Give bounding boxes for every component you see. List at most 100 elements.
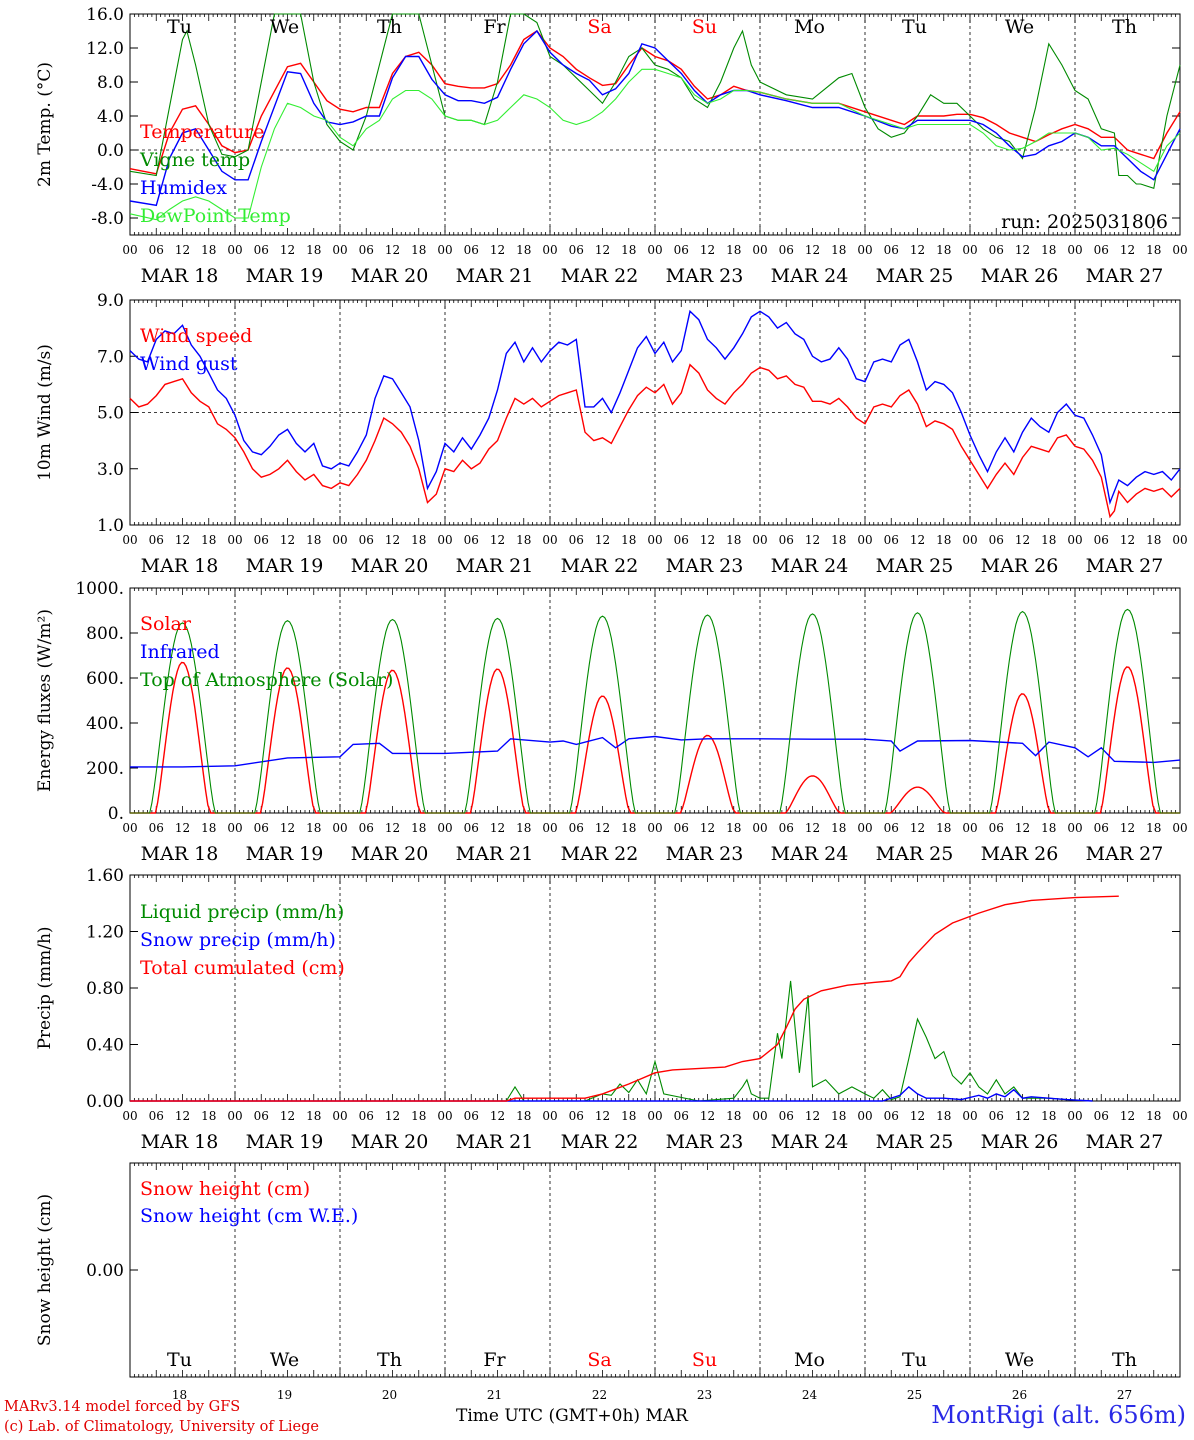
hour-tick-label: 00 <box>1172 821 1187 835</box>
y-tick-label: 0. <box>108 804 124 824</box>
weekday-label: Sa <box>587 16 611 38</box>
series-line-humidex <box>129 29 1181 207</box>
y-tick-label: 0.00 <box>86 1261 124 1281</box>
hour-tick-label: 00 <box>122 821 137 835</box>
hour-tick-label: 18 <box>411 821 426 835</box>
legend-entry: Top of Atmosphere (Solar) <box>140 669 393 691</box>
legend-entry: Snow precip (mm/h) <box>140 929 336 951</box>
hour-tick-label: 00 <box>542 821 557 835</box>
hour-tick-label: 12 <box>805 243 820 257</box>
hour-tick-label: 06 <box>569 1109 584 1123</box>
hour-tick-label: 12 <box>385 1109 400 1123</box>
weekday-label: We <box>270 1349 299 1371</box>
date-label: MAR 18 <box>141 265 219 287</box>
hour-tick-label: 18 <box>831 1109 846 1123</box>
hour-tick-label: 00 <box>1067 821 1082 835</box>
hour-tick-label: 12 <box>175 821 190 835</box>
hour-tick-label: 00 <box>122 533 137 547</box>
series-line-wind-gust <box>129 309 1181 506</box>
hour-tick-label: 06 <box>779 1109 794 1123</box>
hour-tick-label: 12 <box>595 821 610 835</box>
hour-tick-label: 06 <box>1094 533 1109 547</box>
date-label: MAR 20 <box>351 265 429 287</box>
hour-tick-label: 06 <box>779 821 794 835</box>
date-label: MAR 26 <box>981 1131 1059 1153</box>
weekday-label: We <box>270 16 299 38</box>
hour-tick-label: 18 <box>831 821 846 835</box>
legend-entry: Wind speed <box>140 325 252 347</box>
hour-tick-label: 12 <box>700 821 715 835</box>
legend-entry: Temperature <box>140 121 264 143</box>
hour-tick-label: 18 <box>1146 821 1161 835</box>
hour-tick-label: 12 <box>1120 243 1135 257</box>
hour-tick-label: 06 <box>569 533 584 547</box>
date-label: MAR 22 <box>561 555 639 577</box>
hour-tick-label: 12 <box>805 1109 820 1123</box>
hour-tick-label: 12 <box>805 821 820 835</box>
hour-tick-label: 00 <box>647 1109 662 1123</box>
hour-tick-label: 18 <box>516 821 531 835</box>
hour-tick-label: 18 <box>621 243 636 257</box>
weekday-label: We <box>1005 16 1034 38</box>
hour-tick-label: 12 <box>1120 533 1135 547</box>
y-axis-label: Snow height (cm) <box>35 1194 55 1346</box>
hour-tick-label: 18 <box>306 821 321 835</box>
hour-tick-label: 12 <box>490 243 505 257</box>
day-number-label: 26 <box>1012 1388 1027 1402</box>
hour-tick-label: 18 <box>726 243 741 257</box>
weekday-label: Tu <box>902 1349 927 1371</box>
day-number-label: 19 <box>277 1388 292 1402</box>
date-label: MAR 26 <box>981 843 1059 865</box>
hour-tick-label: 06 <box>884 533 899 547</box>
hour-tick-label: 00 <box>437 821 452 835</box>
legend-entry: Liquid precip (mm/h) <box>140 901 344 923</box>
y-axis-label: 10m Wind (m/s) <box>35 344 55 481</box>
y-tick-label: 5.0 <box>97 404 124 424</box>
y-tick-label: 800. <box>86 624 124 644</box>
hour-tick-label: 00 <box>752 821 767 835</box>
hour-tick-label: 00 <box>1067 243 1082 257</box>
hour-tick-label: 06 <box>149 1109 164 1123</box>
hour-tick-label: 00 <box>122 243 137 257</box>
hour-tick-label: 00 <box>227 821 242 835</box>
date-label: MAR 18 <box>141 843 219 865</box>
hour-tick-label: 06 <box>569 243 584 257</box>
y-tick-label: 1.20 <box>86 923 124 943</box>
y-tick-label: 600. <box>86 669 124 689</box>
date-label: MAR 27 <box>1086 843 1164 865</box>
hour-tick-label: 06 <box>674 821 689 835</box>
panel-precip <box>129 874 1181 1102</box>
hour-tick-label: 06 <box>989 533 1004 547</box>
hour-tick-label: 12 <box>805 533 820 547</box>
hour-tick-label: 06 <box>674 243 689 257</box>
hour-tick-label: 00 <box>962 243 977 257</box>
hour-tick-label: 06 <box>674 1109 689 1123</box>
date-label: MAR 21 <box>456 843 534 865</box>
hour-tick-label: 12 <box>385 821 400 835</box>
date-label: MAR 18 <box>141 1131 219 1153</box>
hour-tick-label: 12 <box>280 821 295 835</box>
hour-tick-label: 00 <box>437 243 452 257</box>
weekday-label: We <box>1005 1349 1034 1371</box>
y-axis-label: 2m Temp. (°C) <box>35 62 55 187</box>
hour-tick-label: 12 <box>910 243 925 257</box>
hour-tick-label: 12 <box>1015 243 1030 257</box>
hour-tick-label: 06 <box>1094 821 1109 835</box>
time-axis-label: Time UTC (GMT+0h) <box>456 1406 641 1426</box>
hour-tick-label: 06 <box>884 243 899 257</box>
hour-tick-label: 18 <box>726 821 741 835</box>
hour-tick-label: 18 <box>726 533 741 547</box>
day-number-label: 20 <box>382 1388 397 1402</box>
hour-tick-label: 12 <box>175 533 190 547</box>
hour-tick-label: 06 <box>149 821 164 835</box>
hour-tick-label: 12 <box>280 1109 295 1123</box>
hour-tick-label: 00 <box>857 1109 872 1123</box>
date-label: MAR 25 <box>876 555 954 577</box>
weekday-label: Th <box>377 1349 402 1371</box>
series-line-snow-precip-mm-h- <box>130 1085 1093 1102</box>
hour-tick-label: 18 <box>621 533 636 547</box>
hour-tick-label: 06 <box>464 1109 479 1123</box>
hour-tick-label: 06 <box>884 821 899 835</box>
hour-tick-label: 18 <box>306 1109 321 1123</box>
hour-tick-label: 12 <box>595 243 610 257</box>
